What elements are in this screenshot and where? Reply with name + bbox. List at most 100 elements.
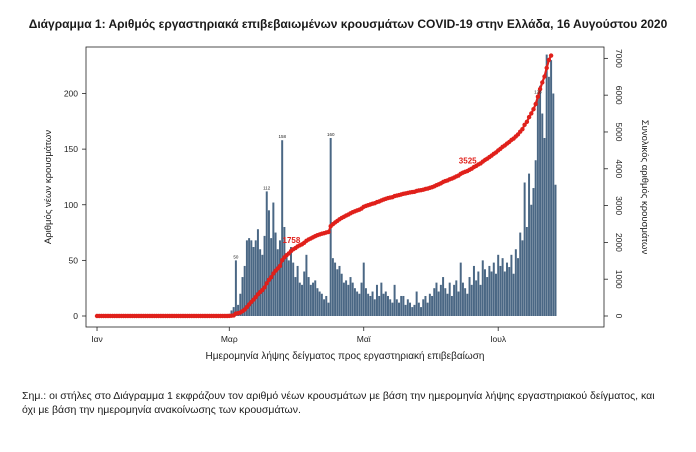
bar (411, 307, 414, 316)
bar (481, 260, 484, 317)
bar (539, 85, 542, 317)
x-tick-label: Ιαν (91, 334, 103, 344)
bar (426, 302, 429, 316)
bar (450, 295, 453, 316)
bar (523, 182, 526, 316)
bar (314, 280, 317, 316)
y-left-tick-label: 200 (64, 89, 78, 99)
bar (475, 280, 478, 316)
footnote: Σημ.: οι στήλες στο Διάγραμμα 1 εκφράζου… (22, 390, 655, 416)
bar (442, 277, 445, 316)
bar (342, 282, 345, 317)
cumulative-point (269, 275, 274, 280)
bar (373, 299, 376, 316)
chart-title: Διάγραμμα 1: Αριθμός εργαστηριακά επιβεβ… (28, 17, 668, 31)
bar (508, 267, 511, 316)
bar (477, 271, 480, 316)
x-tick-label: Μαρ (221, 334, 238, 344)
bar (241, 277, 244, 316)
y-right-tick-label: 4000 (614, 159, 624, 178)
bar (290, 247, 292, 316)
bar (417, 302, 420, 316)
bar (305, 254, 308, 316)
bar (378, 295, 381, 316)
bar (309, 284, 312, 316)
bar (353, 288, 356, 316)
y-right-tick-label: 3000 (614, 196, 624, 215)
bar (512, 273, 515, 316)
bar (263, 235, 266, 316)
bar (472, 265, 475, 316)
bar (461, 282, 464, 317)
bar (435, 282, 438, 317)
bar (239, 293, 242, 316)
bar (543, 138, 546, 316)
bar (433, 288, 436, 316)
x-tick-label: Ιουλ (490, 334, 507, 344)
bar (457, 291, 460, 316)
bar (367, 293, 370, 316)
bar (382, 293, 385, 316)
cumulative-point (533, 101, 538, 107)
bar (267, 210, 270, 316)
bar (351, 282, 354, 317)
bar (488, 265, 491, 316)
cumulative-point (264, 281, 269, 286)
bar (265, 191, 268, 316)
bar-label: 50 (233, 254, 239, 259)
bar (415, 291, 418, 316)
bar (420, 307, 423, 316)
x-tick-label: Μαϊ (357, 334, 372, 344)
y-left-tick-label: 50 (69, 255, 79, 265)
y-left-tick-label: 150 (64, 144, 78, 154)
bar (466, 293, 469, 316)
bar (349, 277, 352, 316)
bar (296, 265, 299, 316)
bar (554, 184, 557, 316)
bar (256, 229, 259, 316)
bar (285, 254, 288, 316)
bar (483, 269, 486, 316)
bar (237, 304, 240, 317)
bar (398, 302, 400, 316)
cumulative-point (526, 114, 532, 120)
bar (323, 299, 326, 316)
bar (336, 269, 339, 316)
y-left-tick-label: 0 (73, 311, 78, 321)
cumulative-point (522, 122, 527, 128)
bar (547, 76, 550, 316)
x-axis-label: Ημερομηνία λήψης δείγματος προς εργαστηρ… (206, 350, 485, 362)
bar (479, 284, 482, 316)
bar (371, 291, 374, 316)
bar (340, 273, 343, 316)
bar (380, 282, 383, 317)
bar (252, 247, 255, 316)
bar (497, 254, 500, 316)
bar (395, 299, 398, 316)
cumulative-label: 3525 (459, 157, 477, 166)
bar (272, 202, 275, 316)
bar (431, 295, 434, 316)
bar (453, 284, 456, 316)
bar (298, 282, 301, 317)
bar (486, 277, 489, 316)
y-left-tick-label: 100 (64, 200, 78, 210)
bar-label: 128 (534, 90, 542, 95)
bar (327, 302, 330, 316)
bar (404, 304, 407, 317)
bar (492, 262, 495, 316)
bar (528, 173, 531, 316)
bar (283, 227, 286, 316)
bar (230, 310, 233, 316)
bar (459, 262, 462, 316)
y-right-tick-label: 2000 (614, 233, 624, 252)
bar (360, 282, 363, 317)
bar (422, 299, 425, 316)
bar (446, 293, 449, 316)
bar (345, 280, 348, 316)
bar (281, 140, 284, 316)
bar (550, 60, 553, 317)
bar (331, 258, 334, 316)
bar (292, 262, 295, 316)
bar (386, 295, 389, 316)
